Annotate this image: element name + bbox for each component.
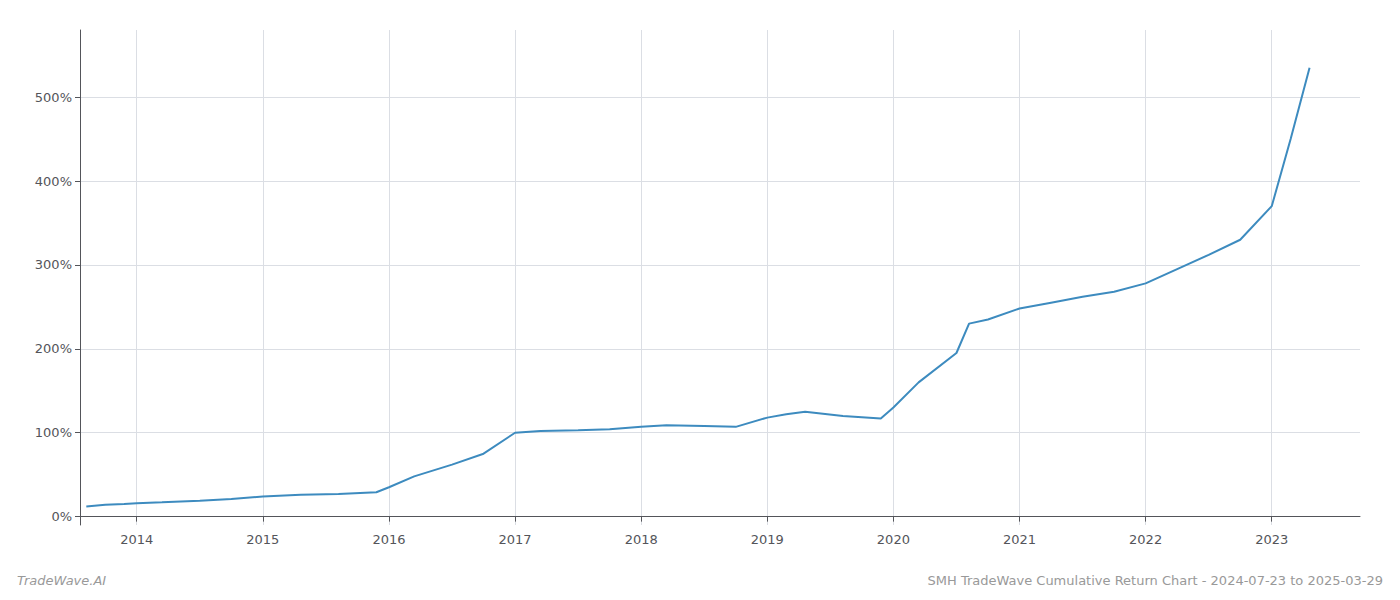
svg-text:2014: 2014 bbox=[120, 532, 153, 547]
svg-text:2020: 2020 bbox=[877, 532, 910, 547]
svg-text:0%: 0% bbox=[51, 509, 72, 524]
svg-text:500%: 500% bbox=[35, 90, 72, 105]
svg-text:TradeWave.AI: TradeWave.AI bbox=[17, 573, 106, 588]
svg-text:2017: 2017 bbox=[499, 532, 532, 547]
svg-text:2019: 2019 bbox=[751, 532, 784, 547]
svg-text:2021: 2021 bbox=[1003, 532, 1036, 547]
svg-text:200%: 200% bbox=[35, 341, 72, 356]
svg-text:300%: 300% bbox=[35, 257, 72, 272]
svg-text:100%: 100% bbox=[35, 425, 72, 440]
svg-text:2022: 2022 bbox=[1129, 532, 1162, 547]
svg-text:SMH TradeWave Cumulative Retur: SMH TradeWave Cumulative Return Chart - … bbox=[928, 573, 1383, 588]
svg-text:2015: 2015 bbox=[246, 532, 279, 547]
svg-text:2016: 2016 bbox=[372, 532, 405, 547]
svg-text:2023: 2023 bbox=[1255, 532, 1288, 547]
svg-text:400%: 400% bbox=[35, 174, 72, 189]
svg-text:2018: 2018 bbox=[625, 532, 658, 547]
